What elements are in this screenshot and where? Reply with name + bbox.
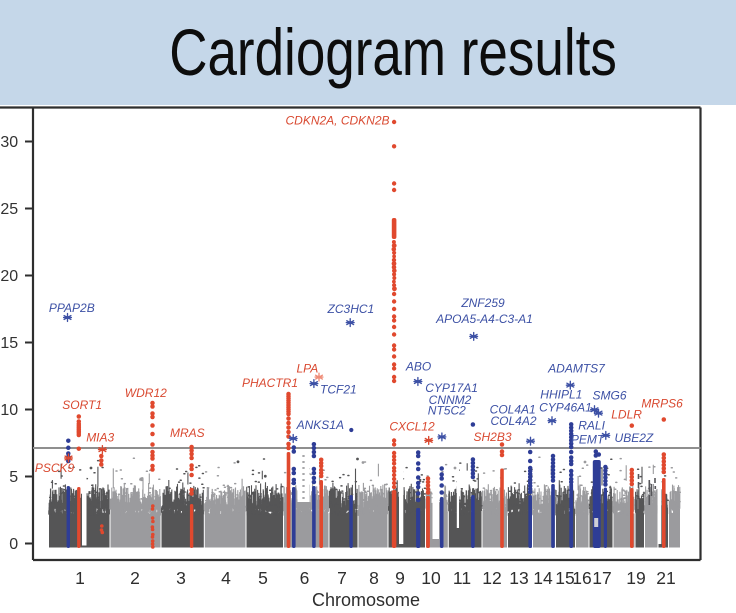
svg-text:LDLR: LDLR: [611, 407, 642, 421]
svg-text:30: 30: [0, 134, 18, 151]
svg-text:PPAP2B: PPAP2B: [49, 301, 95, 315]
svg-text:16: 16: [572, 568, 591, 588]
svg-text:ZC3HC1: ZC3HC1: [327, 302, 375, 316]
svg-text:8: 8: [369, 568, 379, 588]
svg-text:25: 25: [0, 201, 18, 218]
svg-text:19: 19: [626, 568, 645, 588]
svg-text:20: 20: [0, 268, 18, 285]
svg-text:SH2B3: SH2B3: [473, 430, 511, 444]
svg-text:NT5C2: NT5C2: [428, 403, 466, 417]
svg-text:1: 1: [75, 568, 85, 588]
svg-text:15: 15: [555, 568, 574, 588]
svg-text:MRAS: MRAS: [170, 426, 205, 440]
svg-text:CDKN2A, CDKN2B: CDKN2A, CDKN2B: [285, 114, 389, 128]
svg-text:RALI: RALI: [578, 418, 605, 432]
svg-text:10: 10: [421, 568, 441, 588]
svg-text:14: 14: [533, 568, 553, 588]
svg-text:MIA3: MIA3: [86, 431, 114, 445]
svg-text:13: 13: [509, 568, 528, 588]
svg-text:15: 15: [0, 335, 18, 352]
svg-text:21: 21: [656, 568, 675, 588]
svg-text:TCF21: TCF21: [320, 382, 357, 396]
svg-text:COL4A1: COL4A1: [490, 402, 536, 416]
svg-text:ADAMTS7: ADAMTS7: [547, 361, 606, 375]
svg-text:COL4A2: COL4A2: [490, 414, 536, 428]
svg-text:WDR12: WDR12: [125, 386, 167, 400]
svg-text:CNNM2: CNNM2: [429, 393, 472, 407]
svg-text:ABO: ABO: [405, 360, 431, 374]
svg-text:ANKS1A: ANKS1A: [296, 418, 344, 432]
svg-text:7: 7: [337, 568, 347, 588]
svg-text:MRPS6: MRPS6: [641, 396, 683, 410]
svg-text:6: 6: [300, 568, 310, 588]
svg-text:HHIPL1: HHIPL1: [540, 388, 582, 402]
svg-text:10: 10: [0, 402, 18, 419]
svg-text:12: 12: [482, 568, 501, 588]
svg-text:2: 2: [130, 568, 140, 588]
svg-text:PEMT: PEMT: [571, 432, 606, 446]
svg-text:5: 5: [258, 568, 268, 588]
svg-text:3: 3: [176, 568, 186, 588]
svg-text:APOA5-A4-C3-A1: APOA5-A4-C3-A1: [435, 312, 533, 326]
svg-text:Chromosome: Chromosome: [312, 590, 420, 610]
svg-text:UBE2Z: UBE2Z: [615, 431, 654, 445]
svg-text:11: 11: [453, 568, 471, 588]
svg-text:LPA: LPA: [297, 361, 319, 375]
svg-text:PHACTR1: PHACTR1: [242, 376, 298, 390]
svg-text:PSCK9: PSCK9: [35, 461, 75, 475]
svg-text:CYP46A1: CYP46A1: [539, 400, 592, 414]
svg-text:SMG6: SMG6: [592, 389, 626, 403]
svg-text:17: 17: [592, 568, 611, 588]
svg-text:0: 0: [9, 536, 18, 553]
svg-text:Cardiogram results: Cardiogram results: [169, 16, 617, 90]
svg-text:5: 5: [9, 469, 18, 486]
svg-text:4: 4: [221, 568, 231, 588]
svg-text:CXCL12: CXCL12: [389, 420, 435, 434]
svg-text:9: 9: [395, 568, 405, 588]
svg-text:CYP17A1: CYP17A1: [425, 381, 478, 395]
svg-text:SORT1: SORT1: [62, 398, 102, 412]
svg-text:ZNF259: ZNF259: [460, 296, 505, 310]
